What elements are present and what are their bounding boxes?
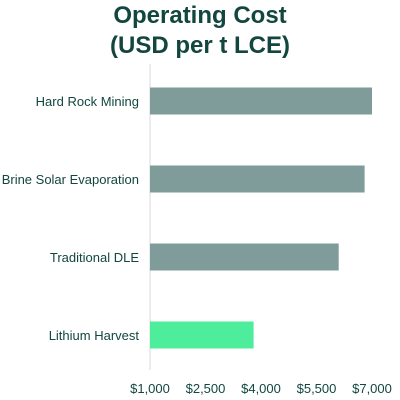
x-tick-label: $7,000 (352, 381, 392, 396)
category-label: Traditional DLE (50, 250, 139, 265)
x-tick-label: $4,000 (241, 381, 281, 396)
chart-title-line-1: Operating Cost (113, 2, 287, 29)
bar-lithium-harvest (150, 321, 254, 349)
bar-brine-solar-evaporation (150, 165, 365, 193)
x-tick-label: $2,500 (186, 381, 226, 396)
chart-title-line-2: (USD per t LCE) (110, 32, 290, 59)
x-tick-label: $5,500 (297, 381, 337, 396)
x-axis-ticks: $1,000 $2,500 $4,000 $5,500 $7,000 (130, 381, 392, 396)
bars-layer (150, 87, 372, 349)
bar-traditional-dle (150, 243, 339, 271)
category-labels: Hard Rock Mining Brine Solar Evaporation T… (2, 94, 140, 343)
x-tick-label: $1,000 (130, 381, 170, 396)
bar-hard-rock-mining (150, 87, 372, 115)
category-label: Hard Rock Mining (36, 94, 139, 109)
category-label: Brine Solar Evaporation (2, 172, 139, 187)
category-label: Lithium Harvest (49, 328, 140, 343)
